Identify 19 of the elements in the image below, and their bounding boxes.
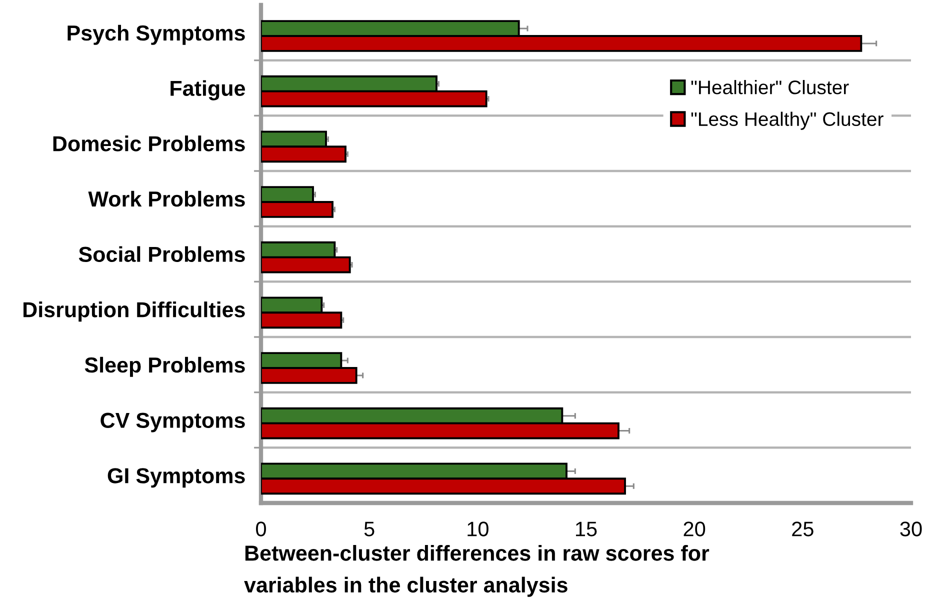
legend-label: "Healthier" Cluster	[691, 80, 849, 94]
y-tick-label: Social Problems	[78, 246, 245, 262]
y-tick-label: Disruption Difficulties	[24, 302, 245, 322]
x-tick-label: 15	[576, 522, 597, 536]
y-tick-label: Psych Symptoms	[68, 24, 245, 45]
y-tick-label: Domesic Problems	[53, 136, 245, 152]
x-tick-label: 10	[468, 522, 488, 536]
y-tick-label: CV Symptoms	[100, 412, 245, 432]
y-tick-label: Work Problems	[88, 190, 245, 207]
x-tick-label: 5	[364, 522, 374, 536]
x-axis-title: Between-cluster differences in raw scores for variables in the cluster analysis	[244, 545, 710, 597]
x-tick-label: 20	[684, 522, 706, 536]
y-tick-label: Fatigue	[170, 80, 245, 100]
y-tick-label: GI Symptoms	[108, 468, 245, 488]
y-tick-label: Sleep Problems	[84, 356, 245, 377]
x-tick-label: 25	[792, 522, 814, 536]
x-tick-label: 0	[256, 522, 266, 536]
legend-label: "Less Healthy" Cluster	[691, 112, 884, 130]
x-tick-label: 30	[900, 522, 922, 536]
